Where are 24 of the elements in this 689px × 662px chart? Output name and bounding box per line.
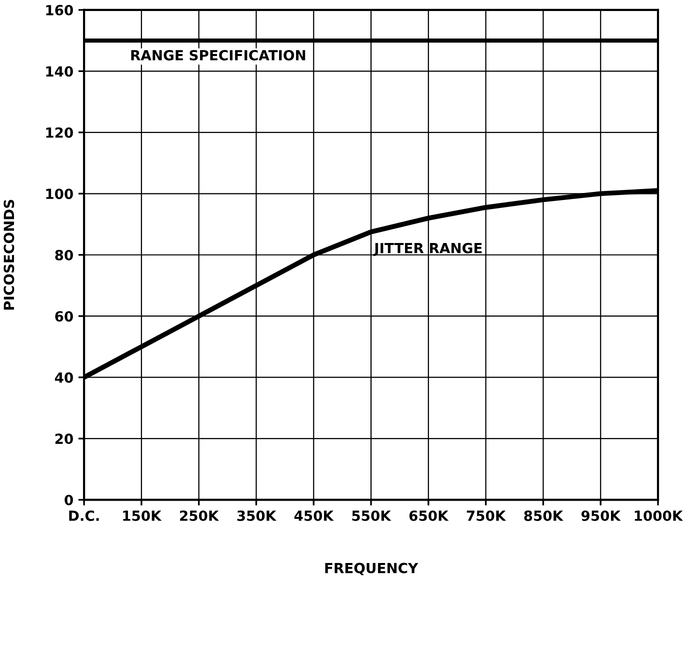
x-tick-label: 450K	[294, 510, 334, 521]
x-tick-label: 750K	[466, 510, 506, 521]
x-tick-label: D.C.	[69, 510, 99, 521]
y-tick-label: 140	[46, 66, 73, 77]
y-tick-label: 60	[55, 311, 73, 322]
y-tick-label: 80	[55, 250, 73, 260]
x-tick-label: 350K	[237, 510, 277, 521]
y-tick-label: 20	[55, 434, 73, 444]
y-tick-label: 160	[46, 4, 73, 16]
x-tick-label: 650K	[409, 510, 449, 521]
x-tick-label: 950K	[581, 510, 621, 521]
series-label: JITTER RANGE	[373, 242, 482, 256]
x-tick-label: 850K	[524, 510, 564, 521]
x-tick-label: 550K	[352, 510, 392, 521]
ref-line-label: RANGE SPECIFICATION	[131, 50, 306, 60]
x-tick-label: 250K	[180, 510, 220, 521]
y-tick-label: 0	[64, 494, 73, 506]
x-tick-label: 150K	[123, 510, 162, 521]
x-tick-label: 1000K	[634, 510, 684, 521]
x-axis-title: FREQUENCY	[325, 562, 418, 576]
y-tick-label: 100	[46, 188, 73, 200]
y-tick-label: 120	[46, 127, 73, 138]
y-axis-title: PICOSECONDS	[4, 200, 14, 310]
y-tick-label: 40	[54, 372, 73, 383]
